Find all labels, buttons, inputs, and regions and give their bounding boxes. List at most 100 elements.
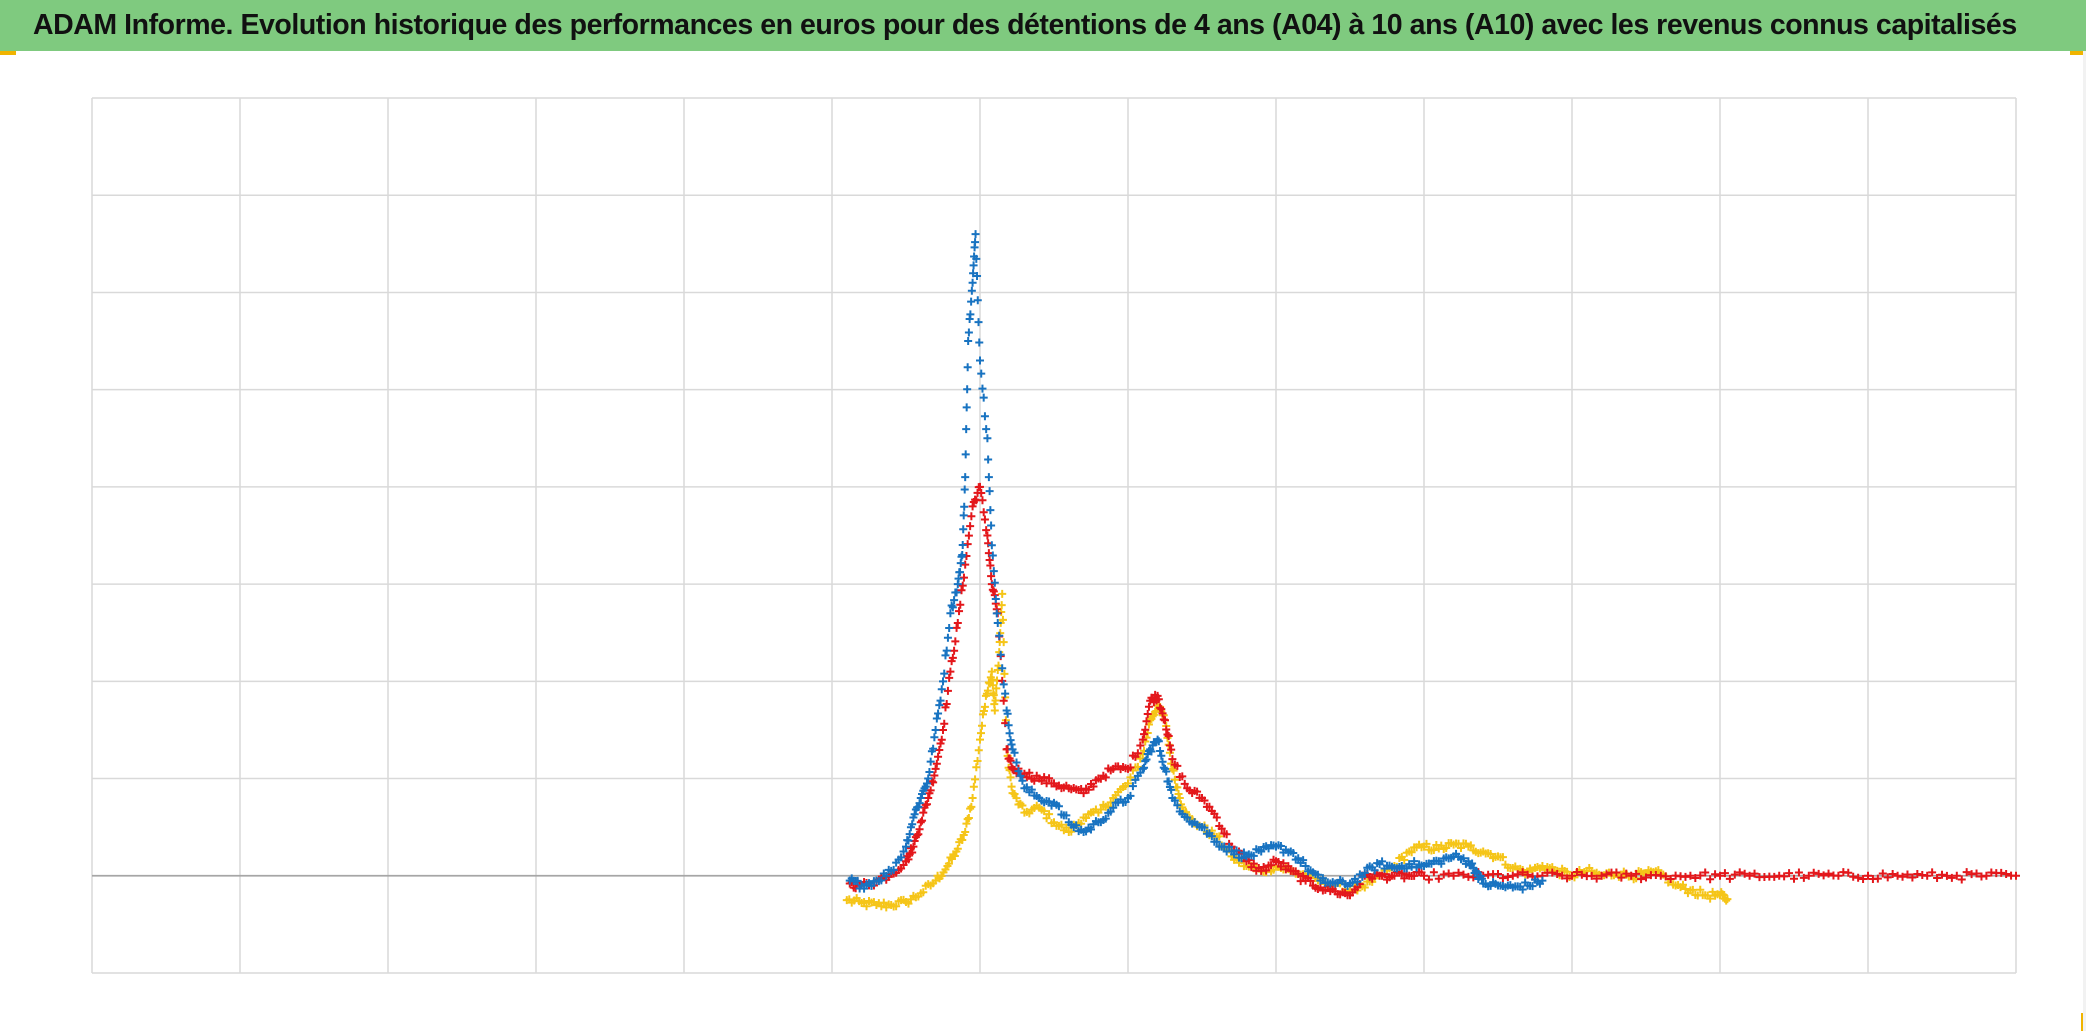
data-point xyxy=(987,667,996,676)
data-point xyxy=(1062,811,1071,820)
data-point xyxy=(990,706,999,715)
data-point xyxy=(1147,747,1156,756)
data-point xyxy=(1360,868,1369,877)
data-point xyxy=(1079,789,1088,798)
data-point xyxy=(910,810,919,819)
data-point xyxy=(999,638,1008,647)
data-point xyxy=(1294,869,1303,878)
data-point xyxy=(987,521,996,530)
data-point xyxy=(1722,896,1731,905)
data-point xyxy=(1045,810,1054,819)
data-point xyxy=(971,775,980,784)
data-point xyxy=(1696,871,1705,880)
data-point xyxy=(1893,871,1902,880)
data-point xyxy=(914,803,923,812)
data-point xyxy=(958,541,967,550)
data-point xyxy=(1140,763,1149,772)
data-point xyxy=(1518,868,1527,877)
data-point xyxy=(1167,745,1176,754)
data-point xyxy=(964,531,973,540)
data-point xyxy=(1923,871,1932,880)
data-point xyxy=(1577,870,1586,879)
data-point xyxy=(948,603,957,612)
data-point xyxy=(916,794,925,802)
data-point xyxy=(1045,797,1054,806)
data-point xyxy=(860,884,869,893)
data-point xyxy=(1054,802,1063,811)
data-point xyxy=(943,686,952,695)
data-point xyxy=(1154,695,1163,704)
data-point xyxy=(902,842,910,851)
data-point xyxy=(1138,764,1147,773)
data-point xyxy=(951,637,960,646)
data-point xyxy=(1010,748,1019,757)
data-point xyxy=(919,888,928,897)
data-point xyxy=(1854,873,1863,882)
data-point xyxy=(992,684,1001,693)
data-point xyxy=(1289,849,1298,858)
data-point xyxy=(1466,841,1475,850)
data-point xyxy=(1681,885,1690,894)
data-point xyxy=(1173,783,1182,792)
data-point xyxy=(998,615,1007,624)
data-point xyxy=(1267,861,1276,870)
data-point xyxy=(978,384,987,393)
data-point xyxy=(1012,794,1021,803)
data-point xyxy=(1688,885,1697,894)
data-point xyxy=(964,337,973,346)
data-point xyxy=(1262,866,1271,875)
data-point xyxy=(1014,767,1023,776)
data-point xyxy=(973,296,982,305)
data-point xyxy=(1459,854,1468,863)
data-point xyxy=(979,393,988,402)
data-point xyxy=(963,363,972,372)
frame-edge xyxy=(2083,51,2086,1031)
data-point xyxy=(1212,813,1221,822)
data-point xyxy=(958,581,967,590)
data-point xyxy=(1306,876,1315,885)
data-point xyxy=(1004,721,1013,730)
data-point xyxy=(1249,851,1258,860)
data-point xyxy=(1706,875,1715,884)
data-point xyxy=(1938,870,1946,879)
data-point xyxy=(960,502,969,511)
data-point xyxy=(972,254,981,263)
data-point xyxy=(892,902,901,911)
data-point xyxy=(962,403,971,412)
data-point xyxy=(1459,870,1468,879)
data-point xyxy=(1087,825,1095,834)
data-point xyxy=(1691,874,1700,883)
data-point xyxy=(1471,866,1480,875)
data-point xyxy=(1888,870,1897,879)
data-point xyxy=(1163,730,1172,739)
data-point xyxy=(953,619,962,627)
data-point xyxy=(961,450,970,459)
data-point xyxy=(1042,814,1051,823)
data-point xyxy=(1005,729,1014,738)
data-point xyxy=(1410,857,1419,866)
data-point xyxy=(1237,854,1246,863)
data-point xyxy=(915,825,924,834)
data-point xyxy=(1637,875,1646,884)
data-point xyxy=(1096,805,1105,814)
data-point xyxy=(982,526,991,535)
data-point xyxy=(1284,862,1293,871)
data-point xyxy=(939,725,947,734)
data-point xyxy=(1666,874,1675,883)
data-point xyxy=(964,328,973,337)
data-point xyxy=(1217,824,1226,833)
data-point xyxy=(959,525,968,534)
data-point xyxy=(1018,801,1027,810)
data-point xyxy=(1563,874,1572,883)
data-point xyxy=(1568,871,1576,880)
data-point xyxy=(987,572,996,581)
data-point xyxy=(1498,853,1507,862)
data-point xyxy=(934,752,943,761)
data-point xyxy=(1126,763,1135,772)
data-point xyxy=(1513,870,1522,879)
data-point xyxy=(1804,871,1813,880)
data-point xyxy=(1878,869,1887,878)
data-point xyxy=(1153,735,1162,744)
data-point xyxy=(1725,874,1734,883)
